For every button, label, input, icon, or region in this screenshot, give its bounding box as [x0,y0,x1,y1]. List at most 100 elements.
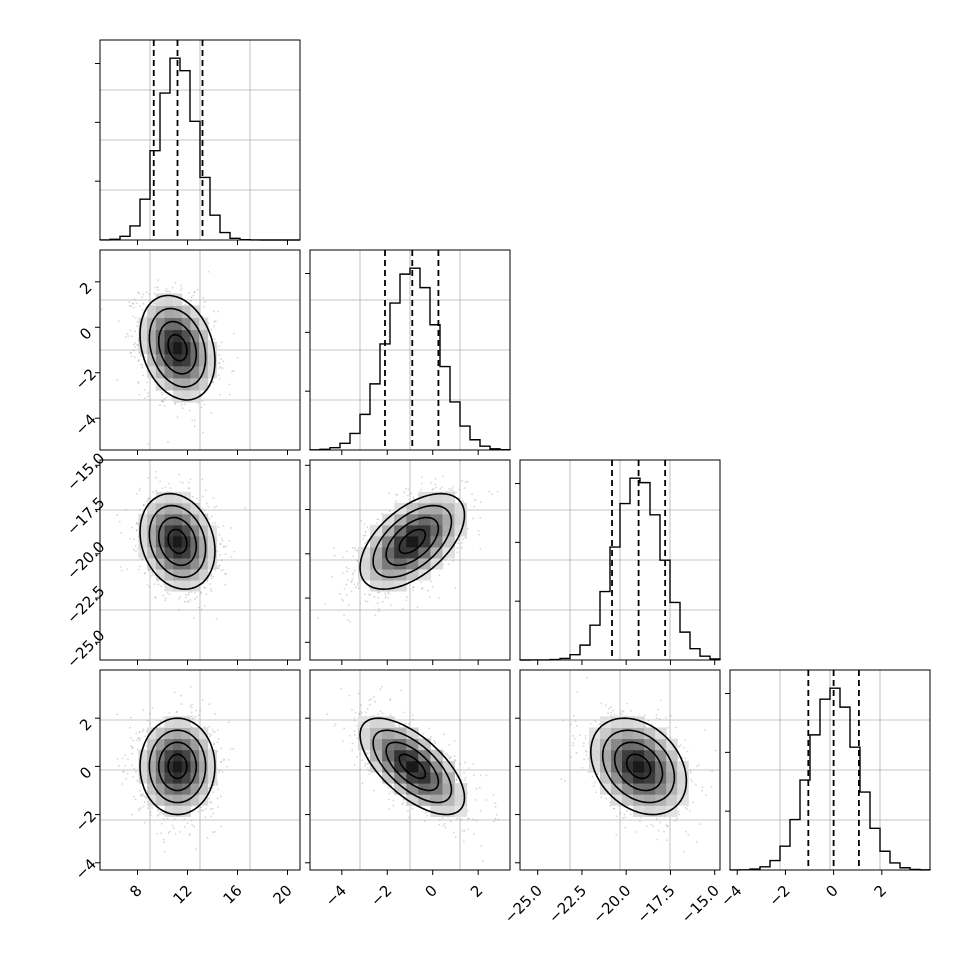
scatter-point [161,400,164,403]
density-cell [147,329,157,343]
scatter-point [196,402,199,405]
scatter-point [455,491,457,494]
scatter-point [159,404,161,407]
density-cell [147,524,157,537]
scatter-point [155,470,158,473]
density-cell [181,580,191,592]
density-cell [173,317,183,331]
scatter-point [350,581,353,583]
scatter-point [222,545,225,548]
scatter-point [345,550,348,553]
scatter-point [374,614,377,617]
scatter-point [225,572,228,575]
density-cell [138,329,148,343]
scatter-point [193,825,196,828]
scatter-point [128,305,131,308]
scatter-point [345,583,348,586]
scatter-point [183,826,186,828]
scatter-point [159,480,161,483]
scatter-point [366,600,369,603]
scatter-point [187,481,190,484]
panel-content [116,470,247,620]
scatter-point [179,481,182,484]
scatter-point [210,577,213,580]
scatter-point [194,591,197,594]
scatter-point [139,794,142,797]
scatter-panel-3-0: 8 12 16 20−4−202 [72,669,301,908]
scatter-point [213,830,216,833]
scatter-point [447,563,450,566]
scatter-point [332,546,335,549]
scatter-point [388,592,390,595]
scatter-point [220,559,223,562]
density-cell [155,546,166,559]
histogram-panel-1 [305,249,511,455]
scatter-point [426,589,429,592]
density-cell [418,535,431,548]
x-tick-label: 0 [822,882,841,901]
scatter-point [129,352,132,355]
scatter-point [153,574,156,577]
scatter-point [184,403,186,406]
density-cell [164,377,174,391]
contour-1 [158,516,198,567]
scatter-point [192,717,195,719]
axis-frame-3-3 [729,669,931,871]
scatter-point [156,814,159,817]
scatter-point [124,508,127,511]
scatter-point [180,287,183,290]
scatter-point [143,397,146,399]
scatter-point [218,361,221,364]
scatter-point [134,544,137,547]
scatter-point [200,406,203,409]
scatter-point [148,585,151,588]
density-cell [190,329,200,343]
scatter-point [151,806,154,809]
scatter-point [155,489,158,492]
scatter-point [222,759,225,762]
scatter-point [137,360,140,363]
scatter-point [142,504,145,507]
scatter-point [363,523,366,526]
scatter-point [390,604,392,607]
panel-content [116,685,235,853]
scatter-point [156,286,159,289]
density-cell [199,524,209,537]
scatter-point [420,488,422,491]
density-cell [147,502,157,515]
panel-content [317,460,499,623]
scatter-point [194,291,196,293]
scatter-point [224,573,226,575]
scatter-point [465,537,467,540]
scatter-point [130,335,133,338]
scatter-point [146,500,148,503]
scatter-point [203,301,206,303]
scatter-point [434,483,437,486]
density-cell [406,568,419,581]
density-cell [199,546,209,559]
scatter-point [210,575,212,577]
scatter-point [193,419,196,422]
scatter-point [339,593,341,595]
scatter-point [376,522,378,525]
scatter-point [364,534,367,537]
scatter-point [210,573,213,576]
scatter-point [141,558,144,561]
scatter-point [191,717,194,720]
scatter-point [131,302,134,305]
scatter-point [136,321,139,323]
scatter-point [224,583,227,586]
scatter-point [217,567,220,570]
density-cell [173,341,183,355]
scatter-point [220,569,222,572]
scatter-point [168,593,171,596]
density-cell [207,341,217,355]
scatter-point [132,776,135,778]
scatter-point [150,574,153,577]
scatter-point [148,300,151,303]
scatter-point [228,393,231,396]
scatter-point [228,383,231,386]
scatter-point [151,573,154,576]
scatter-point [218,354,221,356]
density-cell [418,513,431,526]
